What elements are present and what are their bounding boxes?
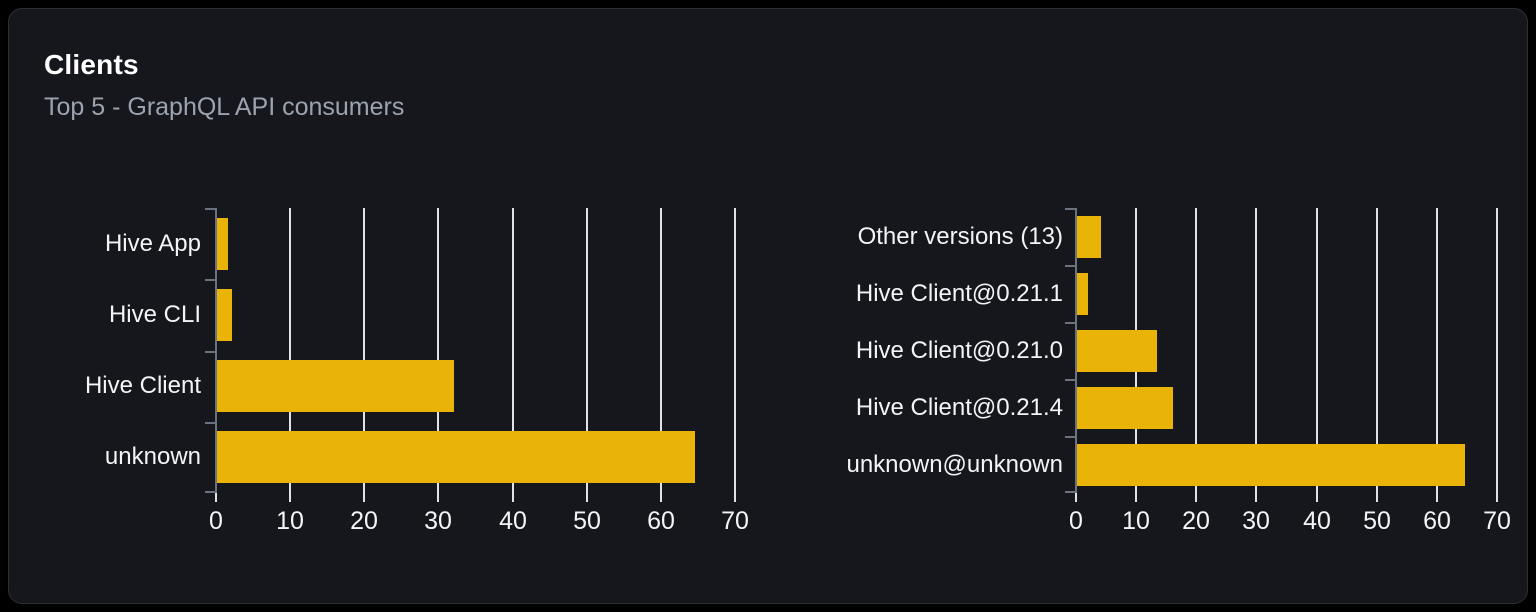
- gridline: [1496, 208, 1498, 493]
- gridline: [1255, 208, 1257, 493]
- x-axis-tick: [586, 493, 588, 502]
- gridline: [289, 208, 291, 493]
- x-axis-tick-label: 20: [350, 507, 378, 535]
- y-axis-tick: [1065, 491, 1075, 493]
- y-axis-tick: [1065, 322, 1075, 324]
- gridline: [437, 208, 439, 493]
- gridline: [586, 208, 588, 493]
- card-header: Clients Top 5 - GraphQL API consumers: [44, 49, 404, 122]
- category-label: Hive Client@0.21.4: [855, 393, 1063, 421]
- x-axis-tick-label: 10: [1122, 507, 1150, 535]
- bar-other-versions-13-[interactable]: [1077, 216, 1101, 258]
- x-axis-tick: [512, 493, 514, 502]
- clients-by-name-chart: Hive App Hive CLI Hive Client unknown 0 10 20 3…: [57, 208, 749, 535]
- x-axis-tick: [734, 493, 736, 502]
- bar-hive-client-0-21-1[interactable]: [1077, 273, 1088, 315]
- bar-hive-app[interactable]: [217, 218, 228, 270]
- y-axis-line: [1075, 208, 1077, 493]
- category-label: Hive Client@0.21.1: [855, 279, 1063, 307]
- bar-unknown-unknown[interactable]: [1077, 444, 1465, 486]
- x-axis-tick-label: 50: [1363, 507, 1391, 535]
- x-axis-tick: [1195, 493, 1197, 502]
- category-label: Other versions (13): [857, 222, 1063, 250]
- clients-card: Clients Top 5 - GraphQL API consumers Hi…: [8, 8, 1528, 604]
- y-axis-tick: [205, 208, 215, 210]
- gridline: [512, 208, 514, 493]
- x-axis-tick: [1255, 493, 1257, 502]
- card-subtitle: Top 5 - GraphQL API consumers: [44, 93, 405, 121]
- category-label: unknown: [104, 443, 201, 471]
- gridline: [1195, 208, 1197, 493]
- x-axis-tick: [660, 493, 662, 502]
- x-axis-tick: [1436, 493, 1438, 502]
- x-axis-tick-label: 0: [209, 507, 223, 535]
- x-axis-tick: [1135, 493, 1137, 502]
- card-title: Clients: [44, 49, 139, 80]
- clients-by-version-chart: Other versions (13) Hive Client@0.21.1 Hiv…: [841, 208, 1511, 535]
- plot-area: 0 10 20 30 40 50 60 70: [205, 208, 749, 535]
- category-label: unknown@unknown: [846, 450, 1063, 478]
- gridline: [1376, 208, 1378, 493]
- x-axis-tick-label: 60: [1423, 507, 1451, 535]
- x-axis-tick-label: 60: [647, 507, 675, 535]
- gridline: [1436, 208, 1438, 493]
- x-axis-tick-label: 30: [424, 507, 452, 535]
- category-label: Hive App: [104, 229, 201, 257]
- category-labels: Other versions (13) Hive Client@0.21.1 Hiv…: [841, 208, 1063, 493]
- x-axis-tick: [1316, 493, 1318, 502]
- x-axis-tick-label: 70: [1483, 507, 1511, 535]
- x-axis-tick: [215, 493, 217, 502]
- x-axis-tick: [437, 493, 439, 502]
- x-axis-tick-label: 10: [276, 507, 304, 535]
- x-axis-tick-label: 70: [721, 507, 749, 535]
- category-label: Hive Client@0.21.0: [855, 336, 1063, 364]
- x-axis-tick: [363, 493, 365, 502]
- x-axis-tick-label: 50: [573, 507, 601, 535]
- x-axis-tick: [289, 493, 291, 502]
- bar-unknown[interactable]: [217, 431, 695, 483]
- x-axis-tick-label: 40: [1303, 507, 1331, 535]
- y-axis-tick: [1065, 436, 1075, 438]
- bar-hive-client-0-21-0[interactable]: [1077, 330, 1157, 372]
- category-label: Hive Client: [84, 372, 201, 400]
- x-axis-tick: [1376, 493, 1378, 502]
- x-axis-tick-label: 0: [1069, 507, 1083, 535]
- bar-hive-client-0-21-4[interactable]: [1077, 387, 1173, 429]
- bar-hive-client[interactable]: [217, 360, 454, 412]
- gridline: [1316, 208, 1318, 493]
- x-axis-tick-label: 20: [1182, 507, 1210, 535]
- x-axis-tick-label: 40: [499, 507, 527, 535]
- y-axis-tick: [205, 351, 215, 353]
- category-labels: Hive App Hive CLI Hive Client unknown: [57, 208, 201, 493]
- category-label: Hive CLI: [108, 300, 201, 328]
- y-axis-tick: [1065, 265, 1075, 267]
- bar-hive-cli[interactable]: [217, 289, 232, 341]
- plot-area: 0 10 20 30 40 50 60 70: [1065, 208, 1511, 535]
- y-axis-tick: [205, 491, 215, 493]
- gridline: [734, 208, 736, 493]
- gridline: [660, 208, 662, 493]
- y-axis-tick: [205, 422, 215, 424]
- x-axis-tick: [1496, 493, 1498, 502]
- y-axis-line: [215, 208, 217, 493]
- y-axis-tick: [1065, 379, 1075, 381]
- x-axis-tick-label: 30: [1242, 507, 1270, 535]
- x-axis-tick: [1075, 493, 1077, 502]
- y-axis-tick: [205, 279, 215, 281]
- gridline: [363, 208, 365, 493]
- y-axis-tick: [1065, 208, 1075, 210]
